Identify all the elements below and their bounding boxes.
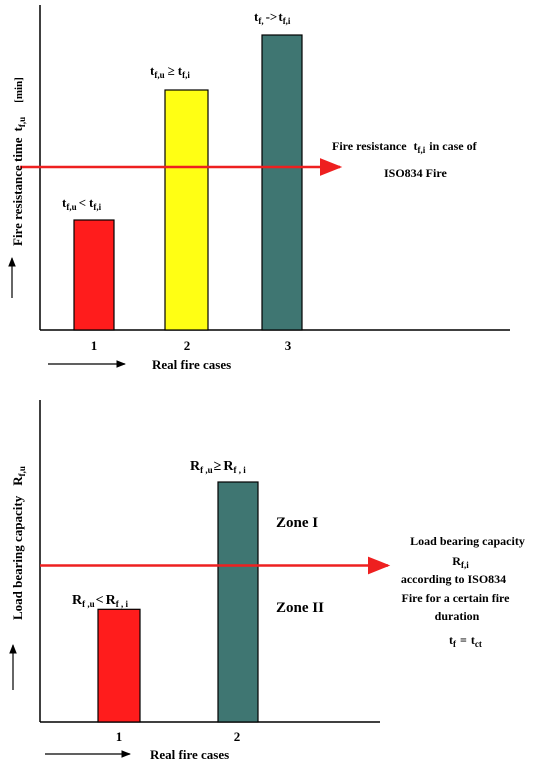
top-bar-2 bbox=[164, 89, 209, 331]
top-x-label: Real fire cases bbox=[152, 357, 231, 372]
bottom-tick-1: 1 bbox=[116, 729, 123, 744]
svg-text:Load bearing capacityRf,u: Load bearing capacityRf,u bbox=[10, 466, 27, 620]
bottom-tick-2: 2 bbox=[234, 729, 241, 744]
zone-2-label: Zone II bbox=[276, 600, 324, 616]
chart-top: 1 2 3 tf,u < tf,i tf,u ≥ tf,i tf, ->tf,i Fire… bbox=[8, 5, 510, 372]
bottom-reference-label: Load bearing capacity Rf,i according to … bbox=[401, 534, 528, 623]
bottom-x-label: Real fire cases bbox=[150, 747, 229, 762]
bottom-y-label: Load bearing capacityRf,u bbox=[10, 466, 27, 620]
svg-text:Fire resistance timetf,u[min]: Fire resistance timetf,u[min] bbox=[10, 77, 27, 246]
top-bar-3 bbox=[261, 34, 303, 331]
zone-1-label: Zone I bbox=[276, 515, 318, 531]
top-reference-label: Fire resistance tf,i in case of ISO834 Fir… bbox=[332, 139, 480, 180]
top-bar-1 bbox=[73, 219, 115, 331]
top-y-label: Fire resistance timetf,u[min] bbox=[10, 77, 27, 246]
top-tick-3: 3 bbox=[285, 338, 292, 353]
top-tick-1: 1 bbox=[91, 338, 98, 353]
bottom-bar-2 bbox=[217, 481, 259, 723]
top-bar-label-3: tf, ->tf,i bbox=[254, 9, 291, 26]
top-bar-label-2: tf,u ≥ tf,i bbox=[150, 63, 190, 80]
bottom-bar-label-2: Rf ,u≥ Rf , i bbox=[190, 459, 246, 475]
bottom-reference-equation: tf = tct bbox=[449, 633, 482, 649]
bottom-bar-label-1: Rf ,u< Rf , i bbox=[72, 593, 128, 609]
bottom-bar-1 bbox=[97, 608, 141, 723]
chart-bottom: 1 2 Rf ,u< Rf , i Rf ,u≥ Rf , i Zone I Zon… bbox=[9, 400, 528, 762]
top-bar-label-1: tf,u < tf,i bbox=[62, 195, 102, 212]
top-tick-2: 2 bbox=[184, 338, 191, 353]
